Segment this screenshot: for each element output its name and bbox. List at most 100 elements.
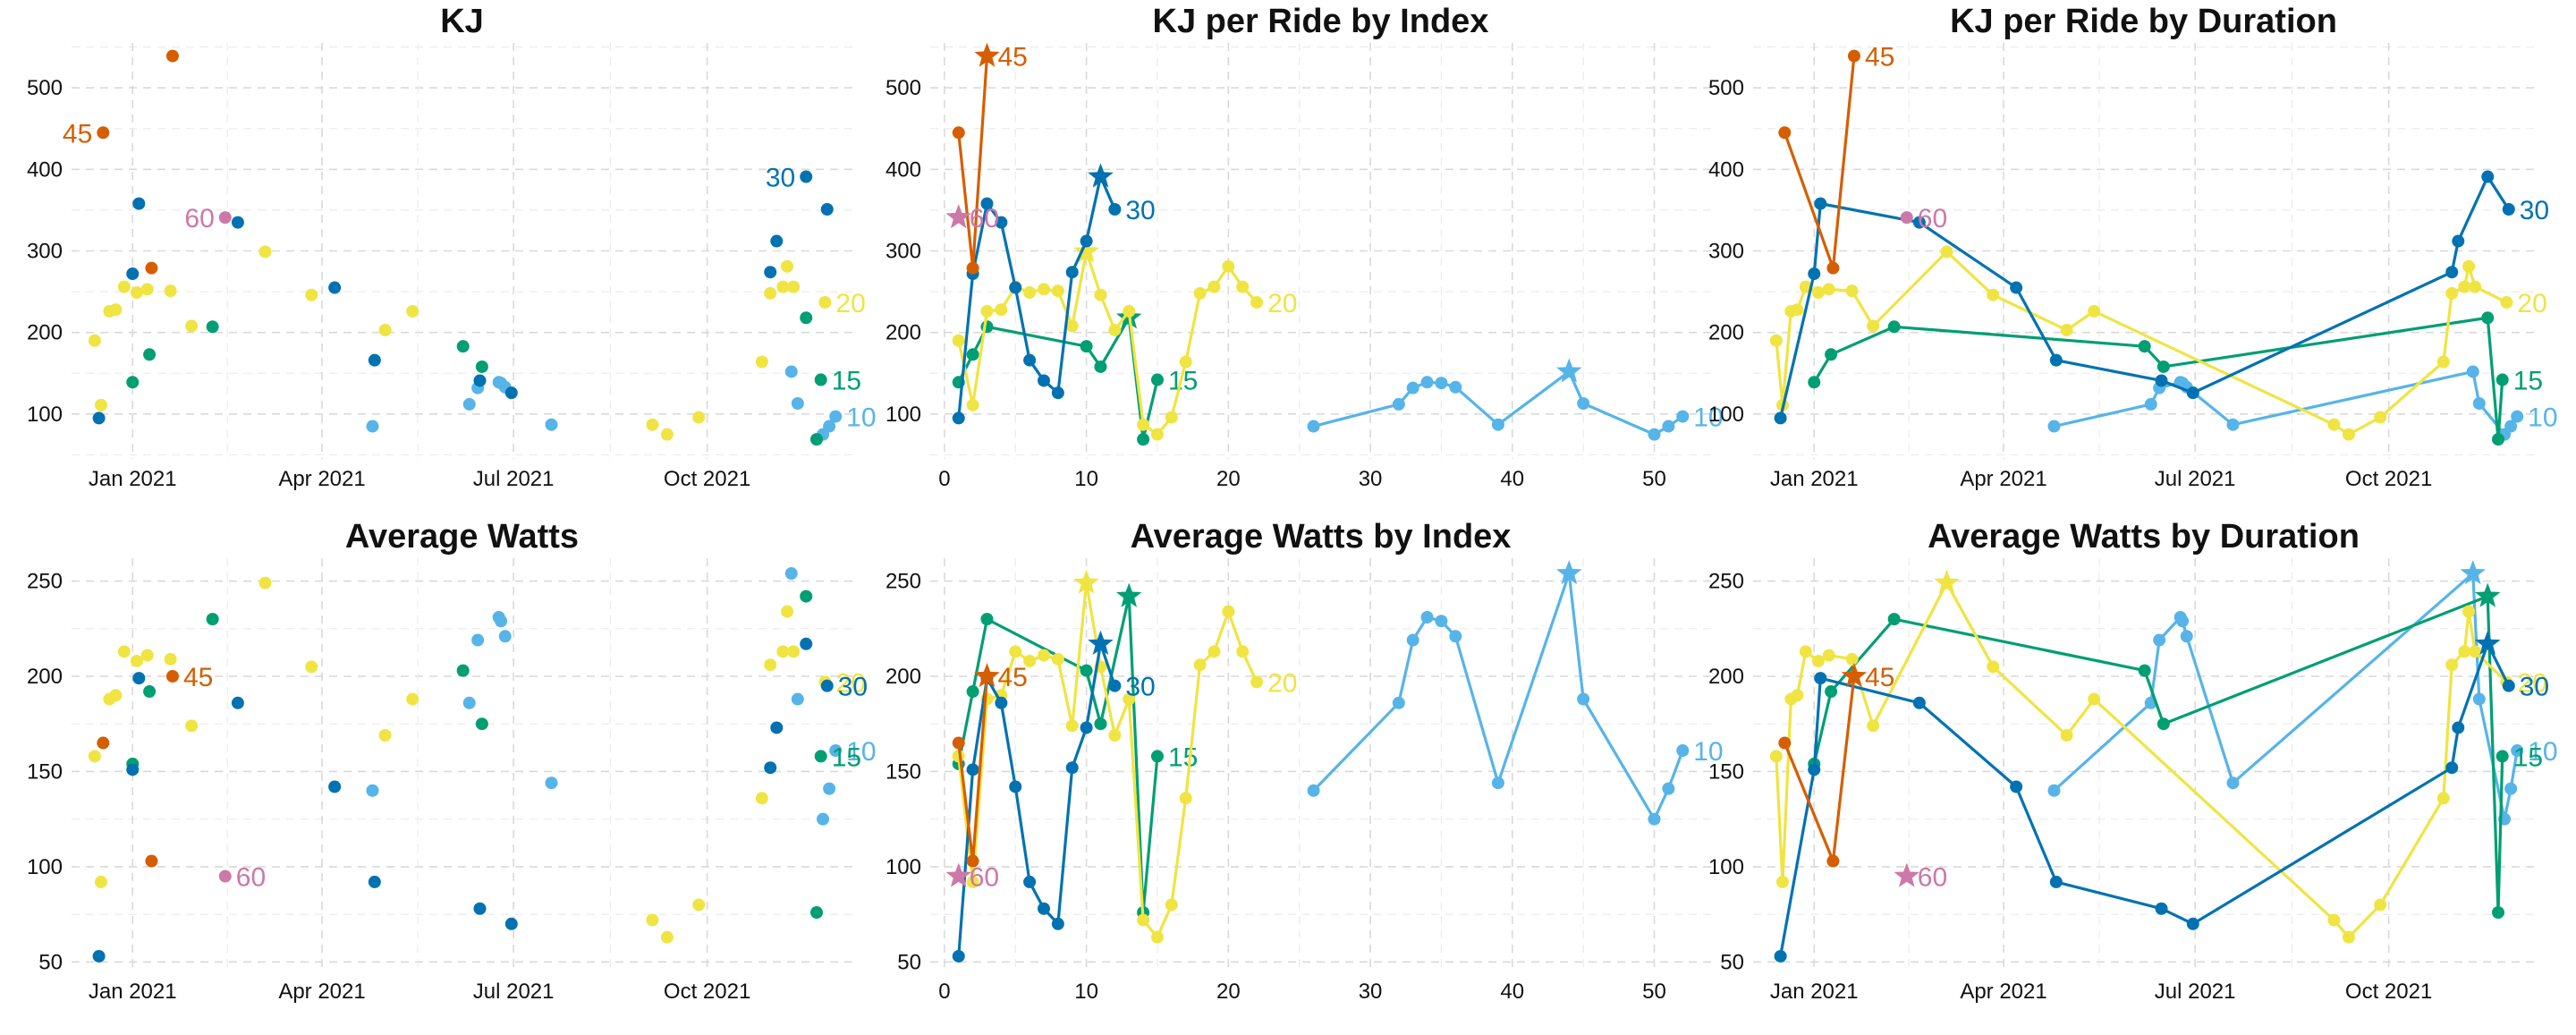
panel-title: Average Watts by Index: [1131, 518, 1512, 556]
series-label: 60: [236, 863, 266, 893]
data-point: [2138, 340, 2151, 353]
panel-kj_idx: KJ per Ride by Index 100 200 300 400 500 0 10 20…: [886, 3, 1724, 491]
series-20: 20: [88, 245, 866, 441]
max-star-marker: [1894, 862, 1920, 887]
data-point: [126, 376, 140, 389]
data-point: [1037, 649, 1050, 662]
data-point: [966, 763, 979, 776]
data-point: [2155, 902, 2168, 915]
x-tick-label: 40: [1500, 467, 1524, 491]
series-label: 30: [1125, 196, 1155, 225]
data-point: [2458, 280, 2471, 293]
data-point: [1023, 353, 1037, 367]
max-star-marker: [974, 663, 1000, 688]
data-point: [471, 633, 485, 647]
series-line: [957, 316, 1159, 441]
data-point: [764, 286, 777, 300]
data-point: [995, 216, 1008, 229]
data-point: [980, 304, 994, 318]
data-point: [1208, 280, 1221, 293]
data-point: [1799, 280, 1812, 293]
data-point: [132, 672, 146, 685]
data-point: [2469, 645, 2482, 658]
data-point: [97, 126, 110, 140]
data-point: [366, 420, 379, 433]
x-tick-label: Oct 2021: [664, 467, 750, 491]
data-point: [143, 685, 157, 699]
data-point: [2502, 203, 2515, 216]
data-point: [1676, 410, 1690, 423]
x-tick-label: Apr 2021: [278, 980, 365, 1004]
x-tick-label: 10: [1074, 467, 1098, 491]
x-tick-label: Oct 2021: [664, 980, 750, 1004]
data-point: [164, 652, 177, 666]
data-point: [2436, 792, 2450, 805]
data-point: [378, 729, 392, 742]
y-tick-label: 500: [886, 76, 921, 100]
data-point: [328, 780, 342, 793]
data-point: [473, 902, 487, 915]
data-point: [1037, 902, 1050, 915]
data-point: [1987, 288, 2000, 301]
data-point: [1080, 664, 1093, 677]
data-point: [1791, 689, 1804, 702]
data-point: [2186, 386, 2199, 400]
series-label: 20: [835, 289, 865, 318]
data-point: [2496, 373, 2509, 386]
y-tick-label: 200: [1708, 321, 1744, 345]
series-label: 45: [997, 43, 1027, 72]
series-10: 10: [2047, 560, 2558, 826]
data-point: [1778, 126, 1792, 140]
data-point: [456, 664, 470, 677]
data-point: [1080, 340, 1093, 353]
data-point: [456, 340, 470, 353]
series-60: 60: [1894, 862, 1947, 893]
data-point: [2445, 286, 2459, 300]
y-tick-label: 100: [27, 855, 63, 879]
data-point: [109, 303, 123, 317]
data-point: [2504, 782, 2518, 795]
data-point: [2226, 418, 2240, 431]
data-point: [2445, 266, 2459, 279]
data-point: [1165, 898, 1178, 912]
data-point: [1193, 286, 1207, 300]
data-point: [2436, 355, 2450, 369]
data-point: [2491, 433, 2504, 446]
y-tick-label: 400: [886, 157, 921, 182]
series-line: [957, 581, 1258, 939]
data-point: [1137, 913, 1150, 927]
data-point: [140, 283, 154, 296]
series-label: 30: [2520, 673, 2549, 702]
data-point: [1051, 652, 1064, 666]
data-point: [2088, 304, 2101, 318]
series-30: 30: [92, 637, 868, 963]
max-star-marker: [1088, 163, 1114, 188]
data-point: [1150, 750, 1164, 763]
series-60: 60: [1900, 204, 1947, 233]
data-point: [1065, 266, 1079, 279]
data-point: [2458, 645, 2471, 658]
series-20: 20: [952, 238, 1297, 441]
panel-title: KJ: [440, 3, 484, 40]
panel-title: Average Watts: [345, 518, 579, 556]
data-point: [692, 898, 706, 912]
data-point: [952, 949, 965, 963]
y-tick-label: 200: [27, 665, 63, 689]
series-10: 10: [2047, 365, 2558, 441]
data-point: [1648, 812, 1661, 826]
data-point: [1392, 397, 1405, 411]
data-point: [1179, 355, 1192, 369]
series-label: 10: [2528, 737, 2557, 767]
series-label: 15: [1168, 742, 1198, 772]
y-tick-label: 200: [27, 321, 63, 345]
data-point: [784, 567, 798, 581]
y-tick-label: 100: [886, 403, 921, 427]
series-10: 10: [1307, 560, 1724, 826]
series-30: 30: [952, 163, 1156, 425]
data-point: [88, 750, 101, 763]
data-point: [776, 645, 790, 658]
data-point: [646, 913, 659, 927]
data-point: [2472, 397, 2486, 410]
data-point: [809, 906, 823, 919]
max-star-marker: [945, 862, 972, 887]
